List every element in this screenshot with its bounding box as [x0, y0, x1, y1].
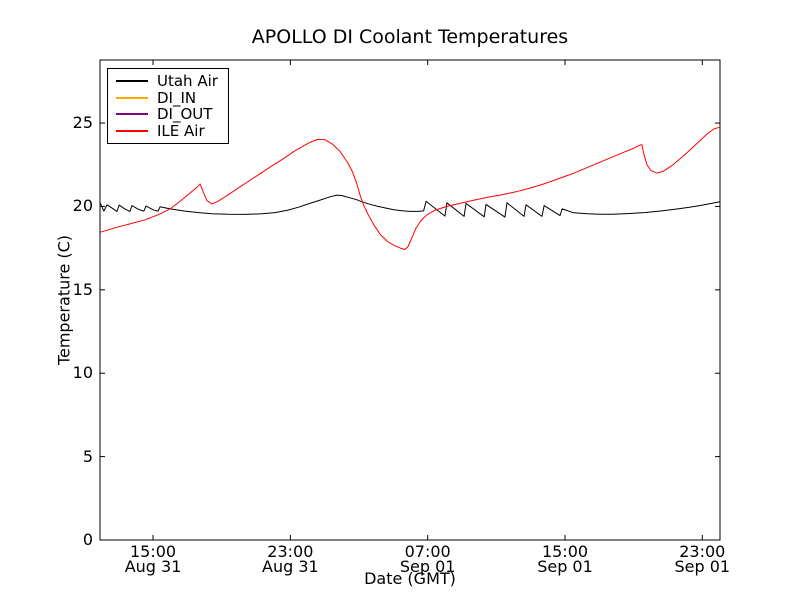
axes-frame — [99, 59, 721, 541]
legend: Utah Air DI_IN DI_OUT ILE Air — [107, 68, 229, 144]
x-tick-date-label: Sep 01 — [537, 557, 593, 576]
legend-line-swatch — [116, 96, 148, 99]
legend-item-ile-air: ILE Air — [116, 121, 218, 140]
x-tick-date-label: Aug 31 — [124, 557, 182, 576]
x-tick-time-label: 15:00 — [129, 542, 177, 561]
x-tick-time-label: 23:00 — [267, 542, 314, 561]
series-line-utah-air — [99, 194, 721, 218]
y-tick-label: 15 — [72, 279, 93, 299]
legend-label: Utah Air — [157, 72, 218, 91]
x-axis-label: Date (GMT) — [364, 569, 456, 588]
legend-item-di-in: DI_IN — [116, 88, 218, 107]
x-tick-date-label: Sep 01 — [674, 557, 731, 576]
legend-label: DI_IN — [157, 88, 197, 107]
x-tick-date-label: Aug 31 — [262, 557, 319, 576]
legend-item-di-out: DI_OUT — [116, 105, 218, 124]
x-tick-time-label: 07:00 — [404, 542, 451, 561]
legend-line-swatch — [116, 80, 148, 83]
legend-line-swatch — [116, 113, 148, 116]
x-tick-date-label: Sep 01 — [399, 557, 456, 576]
y-tick-label: 10 — [72, 363, 93, 383]
series-line-ile-air — [99, 126, 721, 250]
x-tick-time-label: 15:00 — [541, 542, 589, 561]
chart-title: APOLLO DI Coolant Temperatures — [251, 26, 569, 48]
y-tick-label: 5 — [82, 446, 93, 466]
x-tick-time-label: 23:00 — [679, 542, 726, 561]
legend-item-utah-air: Utah Air — [116, 72, 218, 91]
legend-label: DI_OUT — [157, 105, 213, 124]
y-tick-label: 0 — [82, 530, 93, 549]
y-tick-label: 25 — [72, 113, 93, 133]
legend-line-swatch — [116, 129, 148, 132]
legend-label: ILE Air — [157, 121, 205, 140]
y-tick-label: 20 — [72, 196, 93, 216]
